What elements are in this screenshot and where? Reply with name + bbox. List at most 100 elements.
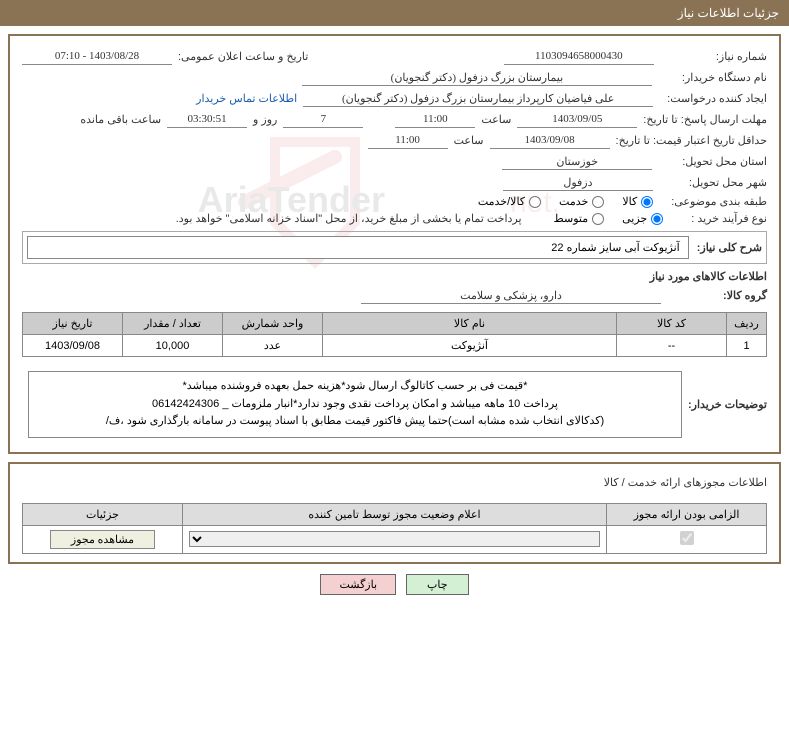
- radio-both-input[interactable]: [529, 196, 541, 208]
- mandatory-checkbox: [680, 531, 694, 545]
- radio-service[interactable]: خدمت: [559, 195, 604, 208]
- th-name: نام کالا: [323, 313, 617, 335]
- cell-need-date: 1403/09/08: [23, 335, 123, 357]
- row-delivery-city: شهر محل تحویل:: [22, 174, 767, 191]
- category-radio-group: کالا خدمت کالا/خدمت: [478, 195, 653, 208]
- cell-code: --: [617, 335, 727, 357]
- radio-partial-input[interactable]: [651, 213, 663, 225]
- buyer-org-field: [302, 69, 652, 86]
- announce-date-label: تاریخ و ساعت اعلان عمومی:: [178, 50, 308, 63]
- row-price-validity: حداقل تاریخ اعتبار قیمت: تا تاریخ: ساعت: [22, 132, 767, 149]
- goods-table-section: ردیف کد کالا نام کالا واحد شمارش تعداد /…: [22, 312, 767, 357]
- cell-mandatory: [607, 525, 767, 553]
- row-purchase-type: نوع فرآیند خرید : جزیی متوسط پرداخت تمام…: [22, 212, 767, 225]
- th-status: اعلام وضعیت مجوز توسط تامین کننده: [183, 503, 607, 525]
- buyer-notes-wrapper: توضیحات خریدار: *قیمت فی بر حسب کاتالوگ …: [22, 365, 767, 444]
- time-label-2: ساعت: [454, 134, 484, 147]
- radio-medium[interactable]: متوسط: [554, 212, 605, 225]
- row-goods-group: گروه کالا:: [22, 287, 767, 304]
- category-label: طبقه بندی موضوعی:: [671, 195, 767, 208]
- price-time-field: [368, 132, 448, 149]
- goods-table: ردیف کد کالا نام کالا واحد شمارش تعداد /…: [22, 312, 767, 357]
- delivery-city-label: شهر محل تحویل:: [689, 176, 767, 189]
- license-section-label: اطلاعات مجوزهای ارائه خدمت / کالا: [604, 476, 767, 489]
- requester-field: [303, 90, 653, 107]
- general-desc-box: آنژیوکت آبی سایز شماره 22: [27, 236, 689, 259]
- footer-buttons: چاپ بازگشت: [0, 574, 789, 595]
- main-form-container: AriaTender .net شماره نیاز: تاریخ و ساعت…: [8, 34, 781, 454]
- radio-goods-label: کالا: [622, 195, 637, 208]
- reply-time-field: [395, 111, 475, 128]
- row-delivery-province: استان محل تحویل:: [22, 153, 767, 170]
- reply-deadline-label: مهلت ارسال پاسخ: تا تاریخ:: [643, 113, 767, 126]
- row-goods-info: اطلاعات کالاهای مورد نیاز: [22, 270, 767, 283]
- purchase-radio-group: جزیی متوسط: [554, 212, 664, 225]
- row-need-number: شماره نیاز: تاریخ و ساعت اعلان عمومی:: [22, 48, 767, 65]
- status-select[interactable]: [189, 531, 600, 547]
- row-license-section: اطلاعات مجوزهای ارائه خدمت / کالا: [22, 476, 767, 489]
- row-reply-deadline: مهلت ارسال پاسخ: تا تاریخ: ساعت روز و سا…: [22, 111, 767, 128]
- radio-medium-input[interactable]: [592, 213, 604, 225]
- th-qty: تعداد / مقدار: [123, 313, 223, 335]
- days-count-field: [283, 111, 363, 128]
- payment-note: پرداخت تمام یا بخشی از مبلغ خرید، از محل…: [176, 212, 522, 225]
- th-unit: واحد شمارش: [223, 313, 323, 335]
- cell-name: آنژیوکت: [323, 335, 617, 357]
- view-license-button[interactable]: مشاهده مجوز: [50, 530, 155, 549]
- goods-info-label: اطلاعات کالاهای مورد نیاز: [650, 270, 767, 283]
- license-table: الزامی بودن ارائه مجوز اعلام وضعیت مجوز …: [22, 503, 767, 554]
- radio-partial-label: جزیی: [622, 212, 647, 225]
- th-mandatory: الزامی بودن ارائه مجوز: [607, 503, 767, 525]
- radio-partial[interactable]: جزیی: [622, 212, 663, 225]
- radio-both[interactable]: کالا/خدمت: [478, 195, 541, 208]
- buyer-notes-line3: (کدکالای انتخاب شده مشابه است)حتما پیش ف…: [39, 413, 671, 431]
- row-category: طبقه بندی موضوعی: کالا خدمت کالا/خدمت: [22, 195, 767, 208]
- row-requester: ایجاد کننده درخواست: اطلاعات تماس خریدار: [22, 90, 767, 107]
- buyer-notes-line1: *قیمت فی بر حسب کاتالوگ ارسال شود*هزینه …: [39, 378, 671, 396]
- print-button[interactable]: چاپ: [406, 574, 469, 595]
- price-date-field: [490, 132, 610, 149]
- page-header: جزئیات اطلاعات نیاز: [0, 0, 789, 26]
- th-details: جزئیات: [23, 503, 183, 525]
- days-and-label: روز و: [253, 113, 277, 126]
- radio-service-label: خدمت: [559, 195, 588, 208]
- buyer-notes-label: توضیحات خریدار:: [688, 398, 767, 411]
- cell-row: 1: [727, 335, 767, 357]
- th-code: کد کالا: [617, 313, 727, 335]
- buyer-org-label: نام دستگاه خریدار:: [682, 71, 767, 84]
- time-label-1: ساعت: [481, 113, 511, 126]
- time-remain-field: [167, 111, 247, 128]
- radio-both-label: کالا/خدمت: [478, 195, 525, 208]
- announce-date-field: [22, 48, 172, 65]
- license-row: مشاهده مجوز: [23, 525, 767, 553]
- cell-unit: عدد: [223, 335, 323, 357]
- radio-goods[interactable]: کالا: [622, 195, 653, 208]
- reply-date-field: [517, 111, 637, 128]
- need-number-field: [504, 48, 654, 65]
- goods-group-field: [361, 287, 661, 304]
- requester-label: ایجاد کننده درخواست:: [667, 92, 767, 105]
- buyer-notes-line2: پرداخت 10 ماهه میباشد و امکان پرداخت نقد…: [39, 396, 671, 414]
- table-row: 1 -- آنژیوکت عدد 10,000 1403/09/08: [23, 335, 767, 357]
- th-need-date: تاریخ نیاز: [23, 313, 123, 335]
- price-validity-label: حداقل تاریخ اعتبار قیمت: تا تاریخ:: [616, 134, 767, 147]
- page-title: جزئیات اطلاعات نیاز: [678, 6, 779, 20]
- general-desc-section: شرح کلی نیاز: آنژیوکت آبی سایز شماره 22: [22, 231, 767, 264]
- buyer-notes-box: *قیمت فی بر حسب کاتالوگ ارسال شود*هزینه …: [28, 371, 682, 438]
- contact-link[interactable]: اطلاعات تماس خریدار: [196, 92, 297, 105]
- row-buyer-org: نام دستگاه خریدار:: [22, 69, 767, 86]
- cell-details: مشاهده مجوز: [23, 525, 183, 553]
- cell-status: [183, 525, 607, 553]
- radio-service-input[interactable]: [592, 196, 604, 208]
- delivery-province-label: استان محل تحویل:: [682, 155, 767, 168]
- cell-qty: 10,000: [123, 335, 223, 357]
- radio-goods-input[interactable]: [641, 196, 653, 208]
- general-desc-label: شرح کلی نیاز:: [697, 241, 762, 254]
- general-desc-text: آنژیوکت آبی سایز شماره 22: [551, 242, 679, 254]
- back-button[interactable]: بازگشت: [320, 574, 396, 595]
- radio-medium-label: متوسط: [554, 212, 589, 225]
- delivery-province-field: [502, 153, 652, 170]
- th-row: ردیف: [727, 313, 767, 335]
- delivery-city-field: [503, 174, 653, 191]
- need-number-label: شماره نیاز:: [716, 50, 767, 63]
